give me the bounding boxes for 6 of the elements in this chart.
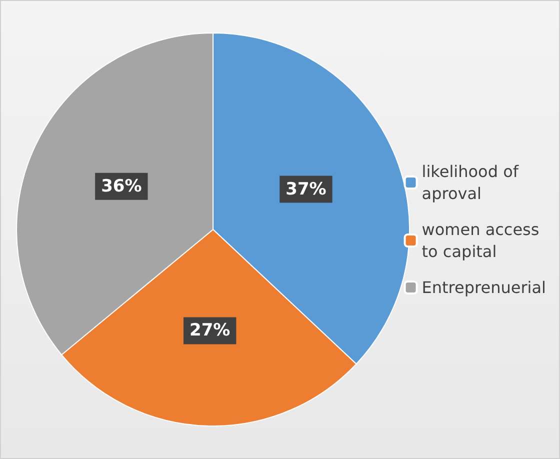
legend-label: women access to capital	[422, 220, 540, 261]
legend-label: Entreprenuerial	[422, 278, 546, 297]
data-label: 36%	[101, 176, 142, 196]
legend-label: likelihood of aproval	[422, 162, 519, 203]
data-label: 37%	[286, 179, 326, 200]
data-label: 27%	[190, 320, 230, 341]
